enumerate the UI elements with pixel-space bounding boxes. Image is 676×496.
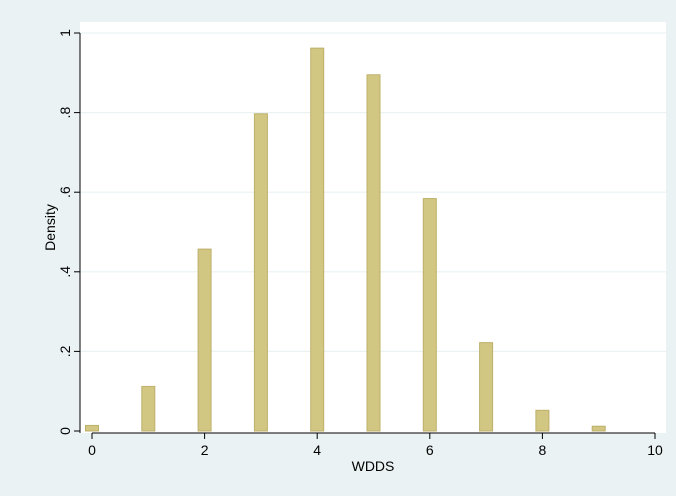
- bar: [535, 409, 550, 432]
- x-tick-label: 0: [88, 442, 96, 458]
- y-tick-label: .6: [57, 186, 73, 198]
- bars: [85, 47, 606, 432]
- bar: [591, 425, 606, 432]
- x-tick-label: 10: [647, 442, 663, 458]
- x-tick-label: 4: [313, 442, 321, 458]
- y-tick-label: .8: [57, 107, 73, 119]
- bar: [85, 424, 99, 432]
- y-tick-label: .2: [57, 345, 73, 357]
- y-tick-label: .4: [57, 266, 73, 278]
- y-axis-label: Density: [42, 204, 58, 251]
- bar: [422, 198, 437, 432]
- bar: [197, 248, 212, 432]
- axes: 0.2.4.6.810 2 4 6 8 10: [57, 29, 663, 458]
- x-axis-label: WDDS: [352, 458, 395, 474]
- bar: [310, 47, 325, 432]
- bar: [253, 113, 268, 432]
- y-tick-label: 1: [57, 29, 73, 37]
- y-tick-label: 0: [57, 427, 73, 435]
- bar: [141, 385, 156, 432]
- x-tick-label: 8: [539, 442, 547, 458]
- x-tick-label: 2: [201, 442, 209, 458]
- bar: [479, 342, 494, 432]
- bar: [366, 74, 381, 432]
- x-tick-label: 6: [426, 442, 434, 458]
